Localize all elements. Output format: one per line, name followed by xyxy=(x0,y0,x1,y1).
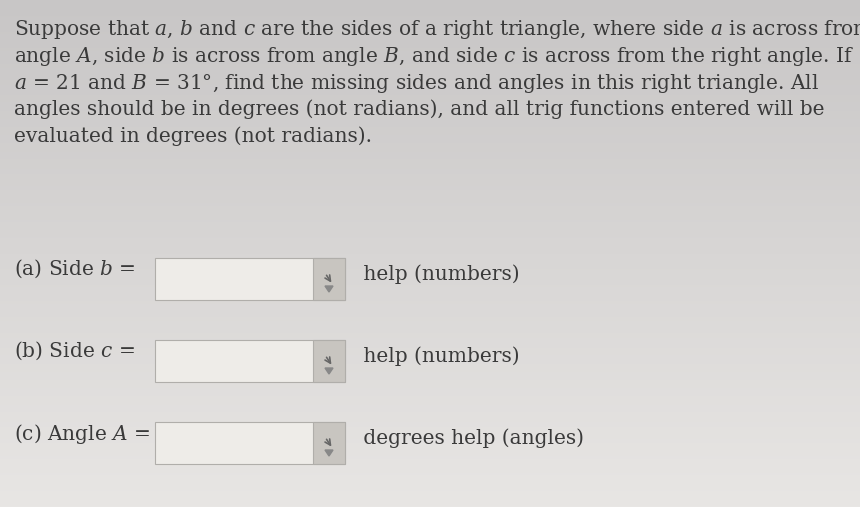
FancyBboxPatch shape xyxy=(313,340,345,382)
Text: (a) Side $\mathit{b}$ =: (a) Side $\mathit{b}$ = xyxy=(14,258,136,280)
FancyBboxPatch shape xyxy=(313,422,345,464)
Text: (c) Angle $\mathit{A}$ =: (c) Angle $\mathit{A}$ = xyxy=(14,422,150,446)
Text: angles should be in degrees (not radians), and all trig functions entered will b: angles should be in degrees (not radians… xyxy=(14,99,825,119)
FancyBboxPatch shape xyxy=(155,258,345,300)
Polygon shape xyxy=(325,286,333,292)
Text: $\mathit{a}$ = 21 and $\mathit{B}$ = 31°, find the missing sides and angles in t: $\mathit{a}$ = 21 and $\mathit{B}$ = 31°… xyxy=(14,72,819,95)
Text: help (numbers): help (numbers) xyxy=(357,265,519,284)
Text: degrees help (angles): degrees help (angles) xyxy=(357,429,584,449)
FancyBboxPatch shape xyxy=(313,258,345,300)
FancyBboxPatch shape xyxy=(155,422,345,464)
Polygon shape xyxy=(325,368,333,374)
Text: Suppose that $\mathit{a}$, $\mathit{b}$ and $\mathit{c}$ are the sides of a righ: Suppose that $\mathit{a}$, $\mathit{b}$ … xyxy=(14,18,860,41)
Polygon shape xyxy=(325,450,333,456)
Text: evaluated in degrees (not radians).: evaluated in degrees (not radians). xyxy=(14,126,372,146)
Text: help (numbers): help (numbers) xyxy=(357,347,519,367)
Text: (b) Side $\mathit{c}$ =: (b) Side $\mathit{c}$ = xyxy=(14,340,135,363)
FancyBboxPatch shape xyxy=(155,340,345,382)
Text: angle $\mathit{A}$, side $\mathit{b}$ is across from angle $\mathit{B}$, and sid: angle $\mathit{A}$, side $\mathit{b}$ is… xyxy=(14,45,854,68)
